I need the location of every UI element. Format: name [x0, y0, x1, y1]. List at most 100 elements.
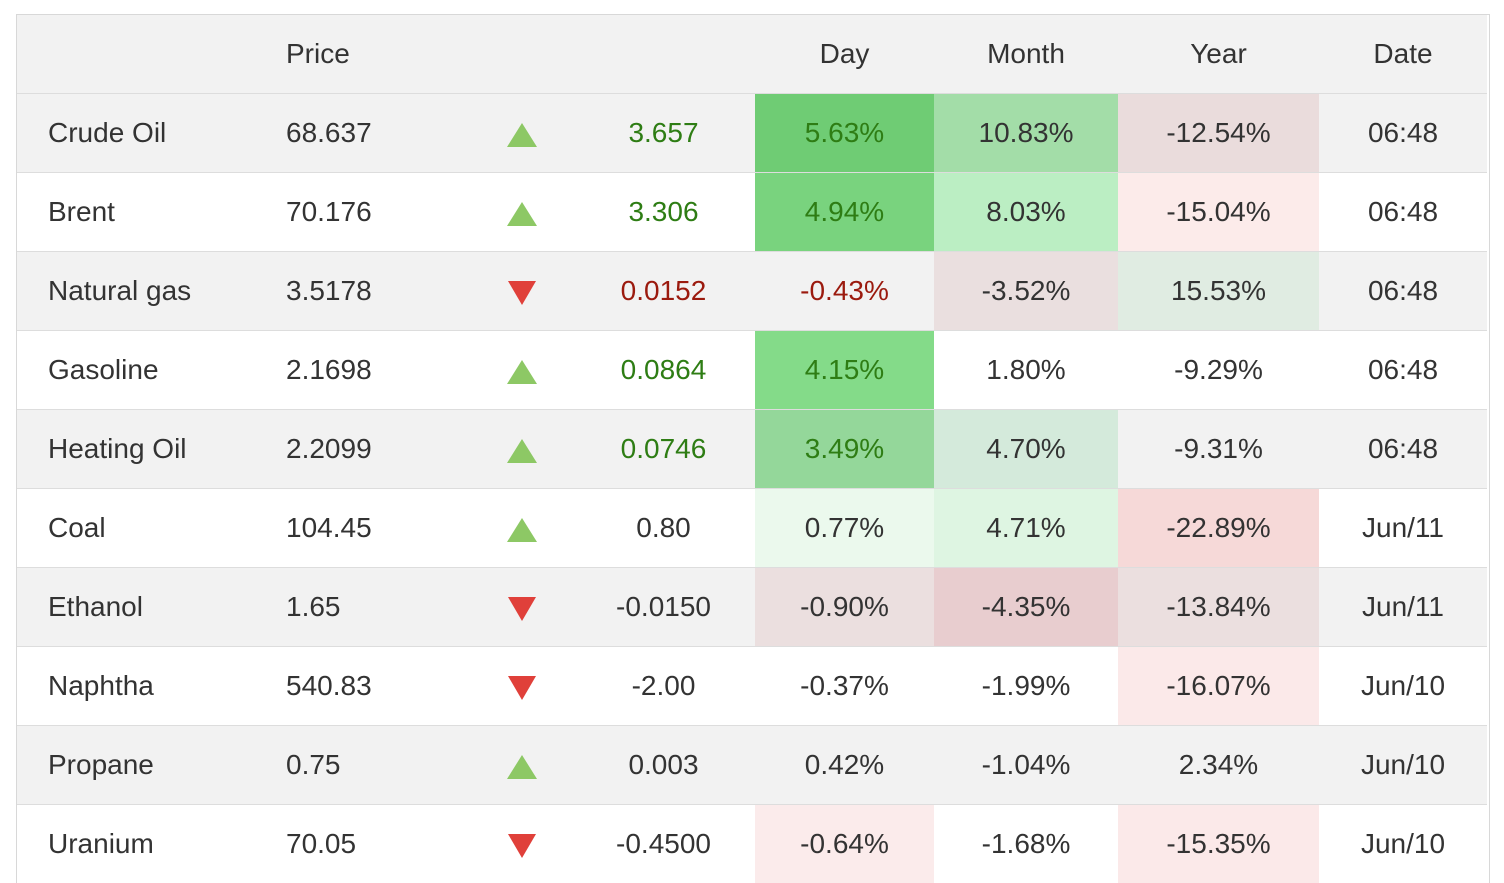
commodity-name-link[interactable]: Coal	[17, 489, 272, 568]
commodity-name-link[interactable]: Brent	[17, 173, 272, 252]
change-cell: 0.0864	[572, 331, 755, 410]
year-change-cell: -15.35%	[1118, 805, 1319, 883]
price-cell: 68.637	[272, 94, 472, 173]
triangle-up-icon	[507, 518, 537, 542]
price-cell: 0.75	[272, 726, 472, 805]
month-change-cell: -1.99%	[934, 647, 1118, 726]
commodity-name-link[interactable]: Uranium	[17, 805, 272, 883]
direction-cell	[472, 252, 572, 331]
direction-cell	[472, 331, 572, 410]
triangle-down-icon	[508, 597, 536, 621]
year-change-cell: -16.07%	[1118, 647, 1319, 726]
direction-cell	[472, 647, 572, 726]
change-cell: -2.00	[572, 647, 755, 726]
change-cell: 3.306	[572, 173, 755, 252]
header-change	[572, 15, 755, 94]
change-cell: -0.4500	[572, 805, 755, 883]
triangle-up-icon	[507, 202, 537, 226]
month-change-cell: 10.83%	[934, 94, 1118, 173]
date-cell: 06:48	[1319, 410, 1487, 489]
day-change-cell: 5.63%	[755, 94, 934, 173]
commodity-name-link[interactable]: Naphtha	[17, 647, 272, 726]
direction-cell	[472, 568, 572, 647]
header-arrow	[472, 15, 572, 94]
price-cell: 1.65	[272, 568, 472, 647]
commodity-name-link[interactable]: Propane	[17, 726, 272, 805]
direction-cell	[472, 173, 572, 252]
header-name	[17, 15, 272, 94]
direction-cell	[472, 489, 572, 568]
year-change-cell: -12.54%	[1118, 94, 1319, 173]
month-change-cell: -3.52%	[934, 252, 1118, 331]
day-change-cell: -0.90%	[755, 568, 934, 647]
change-cell: 0.80	[572, 489, 755, 568]
month-change-cell: 4.71%	[934, 489, 1118, 568]
direction-cell	[472, 805, 572, 883]
year-change-cell: -15.04%	[1118, 173, 1319, 252]
price-cell: 3.5178	[272, 252, 472, 331]
price-cell: 70.05	[272, 805, 472, 883]
day-change-cell: -0.43%	[755, 252, 934, 331]
year-change-cell: -22.89%	[1118, 489, 1319, 568]
triangle-down-icon	[508, 834, 536, 858]
header-day[interactable]: Day	[755, 15, 934, 94]
month-change-cell: -4.35%	[934, 568, 1118, 647]
day-change-cell: 0.77%	[755, 489, 934, 568]
triangle-up-icon	[507, 360, 537, 384]
date-cell: Jun/10	[1319, 647, 1487, 726]
date-cell: 06:48	[1319, 94, 1487, 173]
price-cell: 2.2099	[272, 410, 472, 489]
header-date[interactable]: Date	[1319, 15, 1487, 94]
triangle-up-icon	[507, 123, 537, 147]
date-cell: Jun/11	[1319, 568, 1487, 647]
triangle-down-icon	[508, 676, 536, 700]
date-cell: 06:48	[1319, 331, 1487, 410]
change-cell: 0.003	[572, 726, 755, 805]
price-cell: 70.176	[272, 173, 472, 252]
date-cell: 06:48	[1319, 173, 1487, 252]
month-change-cell: 1.80%	[934, 331, 1118, 410]
commodity-name-link[interactable]: Ethanol	[17, 568, 272, 647]
price-cell: 540.83	[272, 647, 472, 726]
year-change-cell: -13.84%	[1118, 568, 1319, 647]
header-year[interactable]: Year	[1118, 15, 1319, 94]
header-month[interactable]: Month	[934, 15, 1118, 94]
commodity-name-link[interactable]: Heating Oil	[17, 410, 272, 489]
direction-cell	[472, 726, 572, 805]
year-change-cell: -9.31%	[1118, 410, 1319, 489]
date-cell: Jun/11	[1319, 489, 1487, 568]
price-cell: 104.45	[272, 489, 472, 568]
change-cell: 3.657	[572, 94, 755, 173]
year-change-cell: 2.34%	[1118, 726, 1319, 805]
change-cell: 0.0152	[572, 252, 755, 331]
change-cell: -0.0150	[572, 568, 755, 647]
commodity-name-link[interactable]: Crude Oil	[17, 94, 272, 173]
year-change-cell: 15.53%	[1118, 252, 1319, 331]
triangle-down-icon	[508, 281, 536, 305]
commodity-name-link[interactable]: Gasoline	[17, 331, 272, 410]
day-change-cell: 4.15%	[755, 331, 934, 410]
month-change-cell: 4.70%	[934, 410, 1118, 489]
month-change-cell: -1.68%	[934, 805, 1118, 883]
day-change-cell: 0.42%	[755, 726, 934, 805]
change-cell: 0.0746	[572, 410, 755, 489]
triangle-up-icon	[507, 439, 537, 463]
triangle-up-icon	[507, 755, 537, 779]
header-price[interactable]: Price	[272, 15, 472, 94]
direction-cell	[472, 410, 572, 489]
month-change-cell: 8.03%	[934, 173, 1118, 252]
day-change-cell: -0.64%	[755, 805, 934, 883]
commodity-name-link[interactable]: Natural gas	[17, 252, 272, 331]
